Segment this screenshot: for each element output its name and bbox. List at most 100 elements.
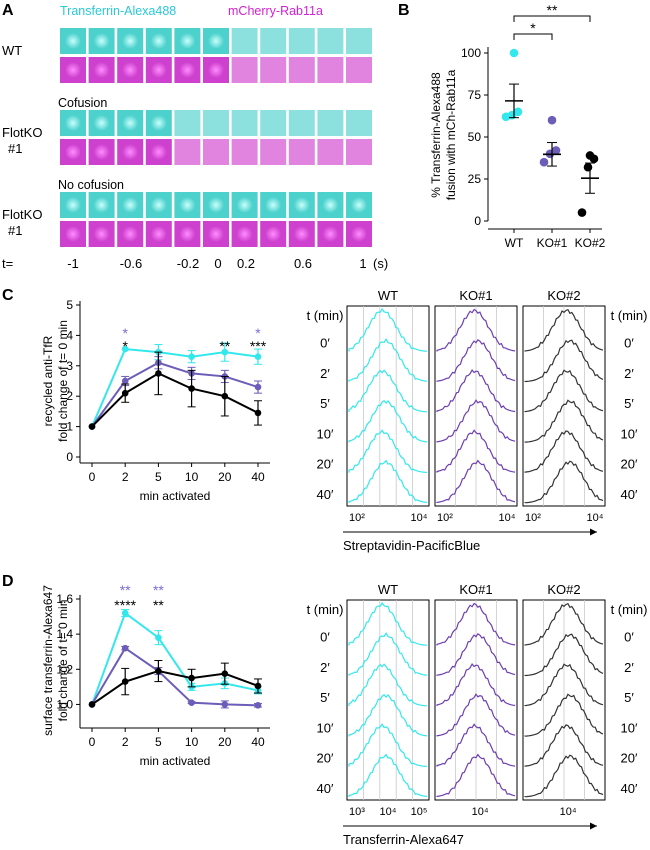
panel-b-letter: B xyxy=(398,2,410,19)
x-arrow-head xyxy=(590,528,597,536)
data-point xyxy=(254,702,262,709)
panel-d-histograms: WT 0′ 2′ 5′ 10′ 20′ 40′ 10³ 10⁴ 10⁵ KO#1 10⁴ KO#2 0′ 2… xyxy=(307,582,648,847)
y-tick-label: 3 xyxy=(66,359,73,373)
histogram-x-tick: 10³ xyxy=(349,806,365,818)
histogram-header: KO#1 xyxy=(459,288,492,303)
vesicle-spot xyxy=(122,197,139,213)
vesicle-spot xyxy=(208,62,224,78)
histogram-trace xyxy=(436,459,516,503)
histogram-trace xyxy=(524,399,604,443)
data-point xyxy=(221,670,229,677)
vesicle-spot xyxy=(65,197,81,213)
vesicle-spot xyxy=(179,33,196,49)
magenta-tile xyxy=(317,57,344,83)
vesicle-spot xyxy=(236,197,253,213)
time-row-label-left: 10′ xyxy=(317,720,334,735)
data-point xyxy=(188,353,195,360)
vesicle-spot xyxy=(122,62,139,78)
panel-letter: D xyxy=(2,573,14,590)
histogram-trace xyxy=(436,753,516,797)
vesicle-spot xyxy=(265,226,282,242)
vesicle-spot xyxy=(179,226,196,242)
x-arrow-head xyxy=(590,822,597,830)
time-unit: (s) xyxy=(373,256,388,271)
x-tick-label: 2 xyxy=(122,735,129,749)
vesicle-spot xyxy=(122,144,139,160)
magenta-tile xyxy=(260,139,287,165)
data-point xyxy=(88,423,96,430)
series-line xyxy=(91,372,259,428)
time-row-label-left: 20′ xyxy=(317,457,334,472)
x-tick-label: 40 xyxy=(251,470,265,484)
time-row-label-left: 2′ xyxy=(320,366,330,381)
time-label: 0 xyxy=(214,256,221,271)
significance-stars-ko2: **** xyxy=(114,597,136,613)
vesicle-spot xyxy=(65,62,81,78)
histogram-x-tick: 10⁴ xyxy=(587,512,604,524)
magenta-tile xyxy=(317,139,344,165)
histogram-x-label: Transferrin-Alexa647 xyxy=(343,832,464,847)
row-label: FlotKO xyxy=(2,125,42,140)
histogram-trace xyxy=(436,663,516,707)
data-point xyxy=(513,107,523,117)
time-label: 0.2 xyxy=(237,256,255,271)
vesicle-spot xyxy=(122,115,139,131)
histogram-trace xyxy=(524,460,604,504)
histogram-trace xyxy=(524,430,604,473)
data-point xyxy=(121,345,129,353)
series-ko1 xyxy=(88,644,262,709)
micrograph-tiles xyxy=(60,28,372,247)
vesicle-spot xyxy=(322,197,339,213)
green-tile xyxy=(231,28,258,54)
time-row-label-left: 5′ xyxy=(320,690,330,705)
significance-stars-ko2: * xyxy=(122,338,128,354)
histogram-frame xyxy=(346,599,430,801)
histogram-frame xyxy=(346,305,430,507)
histogram-x-tick: 10² xyxy=(525,512,541,524)
vesicle-spot xyxy=(65,226,81,242)
time-row-label-right: 5′ xyxy=(624,690,634,705)
data-point xyxy=(585,151,595,160)
x-tick-label: 20 xyxy=(218,470,232,484)
histogram-header: WT xyxy=(378,288,398,303)
green-tile xyxy=(231,110,258,136)
panel-c-chart: C 0 1 2 3 4 5 0 2 5 10 20 40 min activated recycled an… xyxy=(2,287,270,503)
y-tick-label: 1.6 xyxy=(56,592,73,606)
data-point xyxy=(254,409,262,417)
y-label-line1: surface transferrin-Alexa647 xyxy=(41,585,55,736)
vesicle-spot xyxy=(236,226,253,242)
time-label: -1 xyxy=(67,256,79,271)
x-tick-label: 5 xyxy=(155,735,162,749)
y-tick-label: 50 xyxy=(468,130,482,144)
histogram-trace xyxy=(348,369,428,413)
vesicle-spot xyxy=(122,226,139,242)
x-tick-label: 5 xyxy=(155,470,162,484)
data-point xyxy=(577,208,587,217)
histogram-x-tick: 10⁴ xyxy=(380,806,397,818)
time-label: 1 xyxy=(359,256,366,271)
green-tile xyxy=(317,110,344,136)
vesicle-spot xyxy=(150,144,167,160)
green-tile xyxy=(174,110,201,136)
row-header-right: t (min) xyxy=(611,602,648,617)
y-axis-label: % Transferrin-Alexa488fusion with mCh-Ra… xyxy=(429,69,458,200)
panel-letter: C xyxy=(2,287,14,304)
histogram-trace xyxy=(436,399,516,443)
data-point xyxy=(188,674,195,682)
time-row-label-right: 5′ xyxy=(624,396,634,411)
vesicle-spot xyxy=(208,226,224,242)
vesicle-spot xyxy=(351,226,367,242)
vesicle-spot xyxy=(265,197,282,213)
histogram-trace xyxy=(524,693,604,737)
series-ko2 xyxy=(88,660,262,708)
histogram-trace xyxy=(348,399,428,443)
y-tick-label: 0 xyxy=(474,214,481,228)
x-tick-label: WT xyxy=(505,236,524,250)
histogram-header: KO#2 xyxy=(547,582,580,597)
green-tile xyxy=(346,28,372,54)
significance-bracket xyxy=(513,33,553,40)
histogram-trace xyxy=(524,339,604,383)
x-tick-label: 10 xyxy=(185,735,199,749)
magenta-tile xyxy=(288,139,315,165)
histogram-trace xyxy=(436,369,516,413)
